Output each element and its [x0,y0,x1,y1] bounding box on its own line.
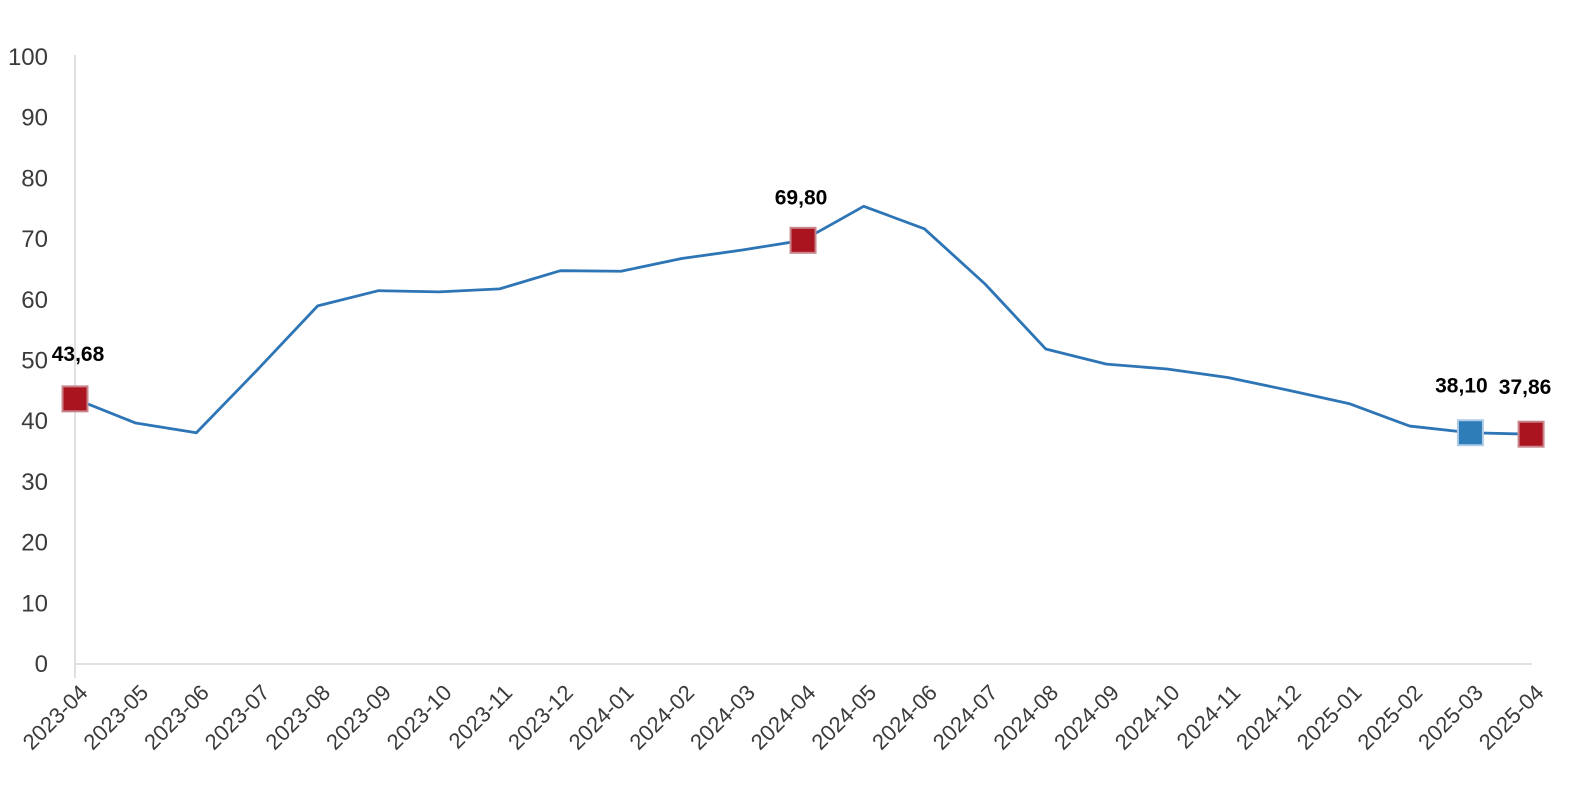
y-axis-tick-label: 60 [21,287,48,314]
y-axis-tick-label: 30 [21,469,48,496]
x-axis-tick-label: 2023-07 [200,680,275,755]
x-axis-tick-label: 2023-10 [382,680,457,755]
x-axis-tick-label: 2024-10 [1110,680,1185,755]
x-axis-tick-label: 2024-03 [685,680,760,755]
x-axis-tick-label: 2023-06 [139,680,214,755]
y-axis-tick-label: 40 [21,408,48,435]
data-point-label-2023-04: 43,68 [52,343,105,366]
x-axis-tick-label: 2023-11 [444,680,518,754]
data-point-marker-2024-04 [789,226,817,254]
y-axis-tick-label: 50 [21,348,48,375]
data-point-label-2025-03: 38,10 [1435,375,1488,398]
x-axis-tick-label: 2025-04 [1474,680,1549,755]
x-axis-tick-label: 2024-12 [1231,680,1306,755]
data-point-marker-2025-03 [1456,419,1484,447]
data-point-marker-2023-04 [61,385,89,413]
y-axis-tick-label: 100 [8,44,48,71]
x-axis-tick-label: 2025-01 [1292,680,1367,755]
x-axis-tick-label: 2023-09 [321,680,396,755]
y-axis-tick-label: 0 [35,651,48,678]
data-point-label-2025-04: 37,86 [1499,376,1552,399]
x-axis-tick-label: 2025-02 [1352,680,1427,755]
x-axis-tick-label: 2024-05 [806,680,881,755]
x-axis-tick-label: 2024-01 [564,680,639,755]
data-point-label-2024-04: 69,80 [775,186,828,209]
x-axis-tick-label: 2023-08 [260,680,335,755]
data-point-marker-2025-04 [1517,420,1545,448]
x-axis-tick-label: 2023-04 [18,680,93,755]
y-axis-tick-label: 90 [21,105,48,132]
x-axis-tick-label: 2024-04 [746,680,821,755]
x-axis-tick-label: 2024-02 [624,680,699,755]
y-axis-tick-label: 10 [21,590,48,617]
x-axis-tick-label: 2023-05 [78,680,153,755]
x-axis-tick-label: 2025-03 [1413,680,1488,755]
y-axis-tick-label: 70 [21,226,48,253]
x-axis-tick-label: 2024-07 [928,680,1003,755]
x-axis-tick-label: 2024-09 [1049,680,1124,755]
y-axis-tick-label: 80 [21,165,48,192]
x-axis-tick-label: 2024-11 [1172,680,1246,754]
x-axis-tick-label: 2024-08 [988,680,1063,755]
x-axis-tick-label: 2024-06 [867,680,942,755]
y-axis-tick-label: 20 [21,530,48,557]
x-axis-tick-label: 2023-12 [503,680,578,755]
